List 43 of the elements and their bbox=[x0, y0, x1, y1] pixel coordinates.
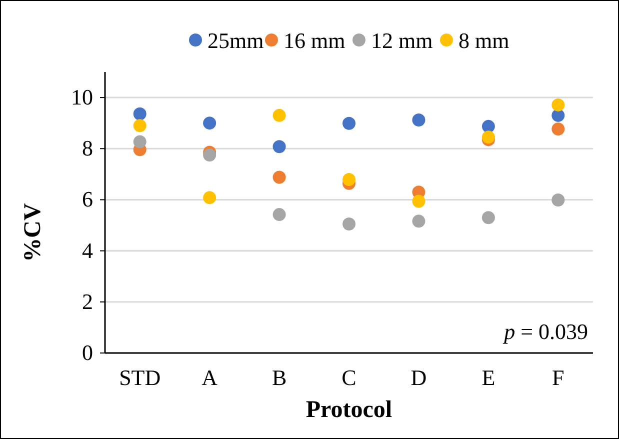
point bbox=[412, 214, 426, 228]
point bbox=[552, 122, 565, 136]
y-tick-label: 10 bbox=[71, 84, 93, 110]
legend-label: 16 mm bbox=[284, 28, 346, 53]
y-tick-label: 8 bbox=[82, 136, 93, 161]
point bbox=[272, 170, 286, 184]
x-tick-label: A bbox=[202, 365, 218, 390]
y-tick-label: 6 bbox=[82, 186, 93, 212]
point bbox=[342, 116, 356, 130]
x-tick-label: STD bbox=[119, 365, 161, 390]
point bbox=[272, 140, 286, 154]
y-tick-label: 0 bbox=[82, 340, 93, 365]
legend-label: 25mm bbox=[208, 28, 264, 53]
y-axis-title: %CV bbox=[20, 202, 46, 262]
point bbox=[482, 130, 495, 144]
point bbox=[203, 116, 216, 130]
point bbox=[552, 98, 565, 112]
point bbox=[342, 217, 356, 230]
legend-label: 8 mm bbox=[458, 28, 510, 53]
point bbox=[482, 120, 495, 133]
x-tick-label: F bbox=[552, 365, 564, 390]
point bbox=[552, 193, 565, 206]
point bbox=[342, 173, 356, 186]
point bbox=[133, 107, 146, 120]
annotation: p = 0.039 bbox=[502, 319, 588, 344]
x-tick-label: D bbox=[410, 365, 427, 390]
x-axis-title: Protocol bbox=[306, 397, 392, 423]
x-tick-label: B bbox=[272, 365, 287, 390]
point bbox=[272, 208, 286, 222]
point bbox=[203, 148, 216, 162]
point bbox=[133, 135, 146, 148]
point bbox=[272, 108, 286, 122]
y-tick-label: 4 bbox=[82, 238, 93, 263]
legend-label: 12 mm bbox=[371, 28, 433, 53]
x-tick-label: E bbox=[482, 365, 496, 390]
point bbox=[412, 194, 426, 208]
y-tick-label: 2 bbox=[82, 288, 93, 314]
point bbox=[133, 119, 146, 132]
point bbox=[412, 114, 426, 127]
point bbox=[203, 191, 216, 204]
x-tick-label: C bbox=[342, 365, 356, 390]
point bbox=[482, 211, 495, 224]
point bbox=[552, 108, 565, 122]
